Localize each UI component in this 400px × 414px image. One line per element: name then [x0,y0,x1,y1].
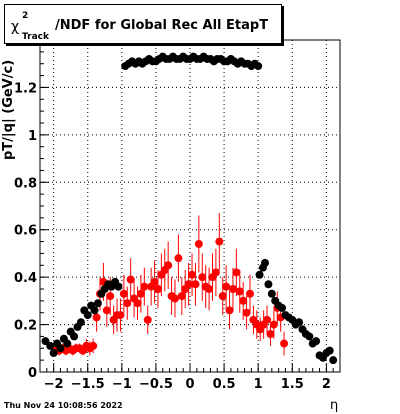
data-point [218,292,227,301]
data-point [246,289,254,298]
data-point [267,289,276,298]
y-tick-label: 0.6 [14,224,37,239]
data-point [90,306,99,315]
data-point [191,280,200,289]
data-point [211,268,220,277]
data-point [325,346,334,355]
data-point [222,282,231,291]
data-point [153,285,162,293]
x-tick-label: −1 [112,377,132,392]
y-tick-label: 1.2 [14,81,37,96]
data-point [239,296,248,305]
data-point [194,239,203,248]
data-point [266,330,275,339]
data-point [312,337,321,346]
title-subscript: Track [22,32,49,42]
y-tick-label: 1 [28,129,37,144]
data-point [228,285,237,293]
y-tick-label: 0.8 [14,176,37,191]
data-point [255,270,264,279]
timestamp: Thu Nov 24 10:08:56 2022 [4,401,123,410]
data-point [184,280,193,289]
data-point [70,332,79,341]
data-point [188,270,197,279]
title-superscript: 2 [22,11,29,21]
red-series [51,213,289,356]
data-point [83,311,92,320]
x-tick-label: −0.5 [139,377,173,392]
data-point [102,306,111,315]
x-tick-label: 2 [322,377,331,392]
y-tick-label: 0.4 [14,271,37,286]
data-point [264,280,273,289]
y-axis: 0 0.2 0.4 0.6 0.8 1 1.2 [14,39,49,381]
data-point [89,341,98,350]
x-tick-label: −1.5 [71,377,105,392]
data-point [92,313,101,322]
data-point [278,303,287,312]
title-text: /NDF for Global Rec All EtapT [55,18,269,33]
data-point [136,289,145,298]
data-point [123,299,132,308]
data-point [76,318,85,327]
data-point [263,315,272,324]
data-point [215,237,224,246]
y-tick-label: 0 [28,366,37,381]
y-axis-label: pT/|q| (GeV/c) [1,59,16,160]
data-point [126,275,135,284]
data-point [242,308,251,317]
title-symbol: χ [11,19,20,35]
data-point [280,339,289,348]
data-point [56,344,65,353]
x-axis-label: η [330,398,339,413]
data-point [177,292,186,301]
x-tick-label: 1 [254,377,263,392]
title-box: χ 2 Track /NDF for Global Rec All EtapT [4,4,282,44]
black-series [41,52,338,365]
data-point [269,320,278,329]
x-axis: −2 −1.5 −1 −0.5 0 0.5 1 1.5 2 [39,363,341,392]
data-point [198,273,207,282]
data-point [93,299,102,308]
data-point [119,289,128,298]
data-point [46,341,55,350]
data-point [261,258,269,267]
data-point [232,268,241,277]
data-point [114,282,123,291]
data-point [143,315,152,324]
x-tick-label: −2 [44,377,64,392]
data-point [133,299,142,308]
data-point [225,306,234,315]
data-point [106,292,115,301]
data-point [235,287,244,296]
data-point [254,62,263,71]
data-point [171,294,179,303]
y-tick-label: 0.2 [14,319,37,334]
data-point [49,349,58,358]
data-point [150,277,159,286]
data-point [140,282,149,291]
data-point [329,356,338,365]
x-tick-label: 0 [185,377,194,392]
x-tick-label: 1.5 [281,377,304,392]
data-point [63,339,72,348]
y-axis-label-wrap: pT/|q| (GeV/c) [1,59,19,165]
data-point [205,285,214,293]
data-point [295,318,304,327]
data-point [305,332,314,341]
data-point [164,261,173,270]
x-tick-label: 0.5 [213,377,236,392]
data-point [174,254,183,263]
data-point [116,311,125,320]
